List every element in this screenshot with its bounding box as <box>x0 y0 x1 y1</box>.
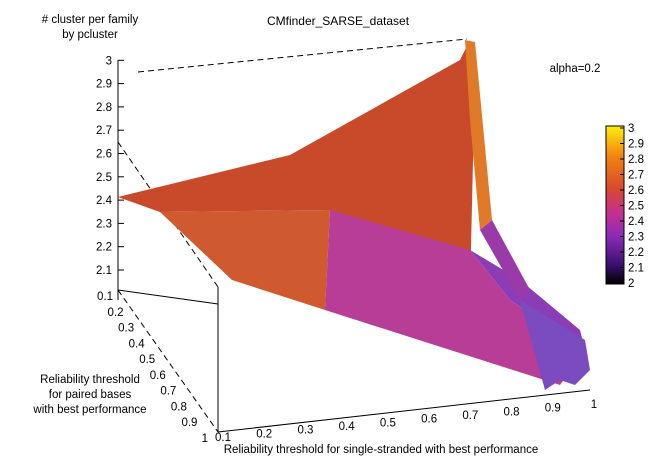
colorbar-tick-label: 2 <box>628 278 634 290</box>
x-axis-label-line2: for paired bases <box>49 389 132 401</box>
z-tick-label: 2.7 <box>96 125 112 137</box>
colorbar-tick-label: 2.3 <box>628 232 644 244</box>
colorbar-ticks: 2 2.1 2.2 2.3 2.4 2.5 2.6 2.7 2.8 2.9 3 <box>620 123 645 290</box>
y-tick-label: 0.5 <box>380 417 396 429</box>
surface-ridge-foot <box>480 220 530 300</box>
y-tick-label: 0.2 <box>256 428 272 440</box>
surface-magenta-patch <box>325 210 585 385</box>
x-tick-label: 0.3 <box>118 323 134 335</box>
z-tick-label: 2.5 <box>96 172 112 184</box>
x-axis-label-line3: with best performance <box>32 404 146 416</box>
front-bottom-edge <box>217 389 591 433</box>
surface-peak-ridge <box>465 40 492 230</box>
floor-front-diagonal <box>117 289 219 433</box>
surface <box>118 40 590 390</box>
x-tick-label: 0.4 <box>129 338 146 350</box>
z-tick-label: 2.8 <box>96 102 112 114</box>
alpha-annotation: alpha=0.2 <box>550 63 601 75</box>
colorbar-tick-label: 2.6 <box>628 185 644 197</box>
z-tick-label: 2.9 <box>96 79 112 91</box>
colorbar-tick-label: 3 <box>628 123 634 135</box>
y-axis-ticks: 0.1 0.2 0.3 0.4 0.5 0.6 0.7 0.8 0.9 1 <box>215 399 597 444</box>
z-tick-label: 2.2 <box>96 242 112 254</box>
colorbar-tick-label: 2.5 <box>628 201 644 213</box>
y-tick-label: 0.4 <box>339 421 356 433</box>
y-tick-label: 0.8 <box>504 406 520 418</box>
surface-front-left-patch <box>160 210 330 310</box>
y-tick-label: 0.6 <box>421 414 437 426</box>
y-tick-label: 0.1 <box>215 432 231 444</box>
colorbar-tick-label: 2.2 <box>628 247 644 259</box>
surface-violet-corner <box>520 300 590 390</box>
x-axis-ticks: 0.1 0.2 0.3 0.4 0.5 0.6 0.7 0.8 0.9 1 <box>97 291 208 445</box>
y-axis-label: Reliability threshold for single-strande… <box>224 444 539 456</box>
x-tick-label: 0.6 <box>150 370 166 382</box>
y-tick-label: 0.9 <box>545 403 561 415</box>
z-tick-label: 2.4 <box>96 195 113 207</box>
z-tick-label: 2.3 <box>96 218 112 230</box>
x-tick-label: 0.2 <box>108 307 124 319</box>
x-tick-label: 0.5 <box>139 354 155 366</box>
z-axis-label-line2: by pcluster <box>62 29 118 41</box>
floor-left-edge <box>117 289 219 305</box>
z-axis-ticks: 2.1 2.2 2.3 2.4 2.5 2.6 2.7 2.8 2.9 3 <box>96 55 124 277</box>
z-tick-label: 2.1 <box>96 265 112 277</box>
z-tick-label: 3 <box>106 55 112 67</box>
x-tick-label: 0.7 <box>160 386 176 398</box>
z-tick-label: 2.6 <box>96 149 112 161</box>
back-top-edge <box>137 38 468 73</box>
chart-title: CMfinder_SARSE_dataset <box>267 14 410 28</box>
y-tick-label: 0.3 <box>297 425 313 437</box>
y-tick-label: 1 <box>591 399 597 411</box>
colorbar-tick-label: 2.4 <box>628 216 645 228</box>
colorbar-tick-label: 2.9 <box>628 139 644 151</box>
z-axis-label-line1: # cluster per family <box>42 14 139 26</box>
x-tick-label: 0.8 <box>171 401 187 413</box>
x-tick-label: 0.9 <box>181 417 197 429</box>
x-tick-label: 0.1 <box>97 291 113 303</box>
colorbar-tick-label: 2.8 <box>628 154 644 166</box>
x-axis-label-line1: Reliability threshold <box>40 374 140 386</box>
frame <box>117 38 591 433</box>
x-tick-label: 1 <box>202 433 208 445</box>
colorbar-tick-label: 2.1 <box>628 263 644 275</box>
y-tick-label: 0.7 <box>462 410 478 422</box>
colorbar-tick-label: 2.7 <box>628 170 644 182</box>
